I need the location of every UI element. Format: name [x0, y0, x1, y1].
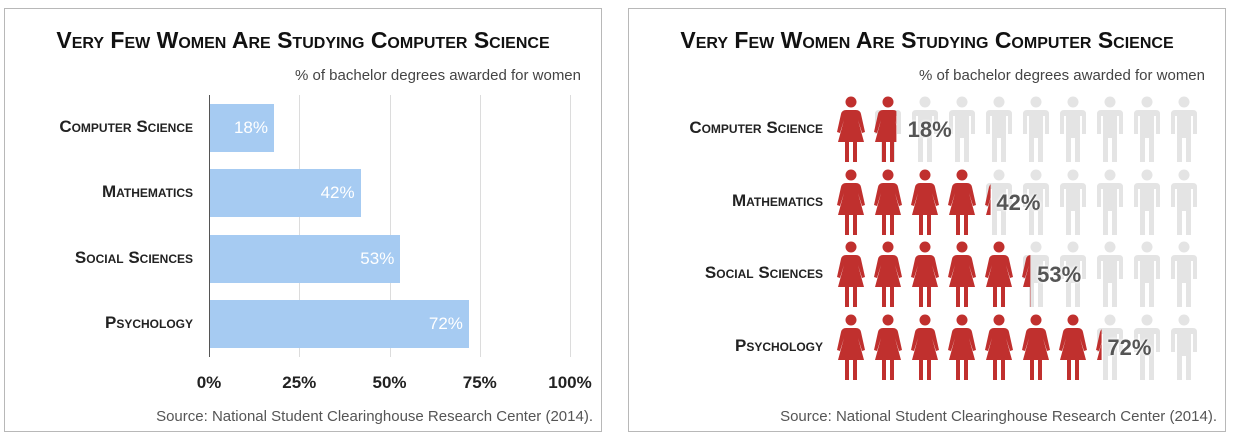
- woman-figure-icon: [985, 314, 1013, 380]
- woman-figure-icon: [985, 241, 1013, 307]
- woman-figure-icon: [948, 314, 976, 380]
- category-label: Mathematics: [101, 182, 193, 202]
- pictogram-value-label: 72%: [1107, 335, 1152, 360]
- woman-figure-icon: [911, 241, 939, 307]
- chart-title: Very Few Women Are Studying Computer Sci…: [56, 27, 550, 53]
- bar: [210, 169, 361, 218]
- x-tick-label: 25%: [282, 373, 317, 392]
- woman-figure-icon: [948, 169, 976, 235]
- woman-figure-icon: [874, 169, 902, 235]
- x-tick-label: 100%: [548, 373, 592, 392]
- person-figure-icon: [1134, 96, 1160, 162]
- gridline: [389, 95, 391, 357]
- person-figure-icon: [1171, 169, 1197, 235]
- bar: [210, 234, 401, 283]
- person-figure-icon: [1097, 241, 1123, 307]
- category-label: Psychology: [104, 313, 193, 333]
- x-tick-label: 0%: [196, 373, 222, 392]
- woman-figure-icon: [1059, 314, 1087, 380]
- category-label: Social Sciences: [704, 263, 823, 282]
- person-figure-icon: [986, 96, 1012, 162]
- woman-figure-icon: [874, 314, 902, 380]
- pictogram-value-label: 53%: [1037, 262, 1082, 287]
- woman-figure-icon: [985, 169, 1012, 235]
- person-figure-icon: [912, 96, 938, 162]
- woman-figure-icon: [1022, 314, 1050, 380]
- person-figure-icon: [1023, 96, 1049, 162]
- pictogram-chart-panel: Very Few Women Are Studying Computer Sci…: [628, 8, 1226, 432]
- category-label: Psychology: [734, 336, 823, 355]
- person-figure-icon: [1060, 169, 1086, 235]
- category-label: Mathematics: [731, 191, 823, 210]
- woman-figure-icon: [948, 241, 976, 307]
- woman-figure-icon: [911, 169, 939, 235]
- person-figure-icon: [1134, 314, 1160, 380]
- bar-value-label: 42%: [320, 183, 355, 203]
- chart-subtitle: % of bachelor degrees awarded for women: [919, 67, 1205, 84]
- y-axis-line: [209, 95, 210, 357]
- person-figure-icon: [1171, 241, 1197, 307]
- pictogram-value-label: 18%: [907, 117, 952, 142]
- bar-chart-panel: Very Few Women Are Studying Computer Sci…: [4, 8, 602, 432]
- bar: [210, 300, 469, 349]
- gridline: [479, 95, 481, 357]
- woman-figure-icon: [874, 241, 902, 307]
- woman-figure-icon: [837, 314, 865, 380]
- person-figure-icon: [1060, 96, 1086, 162]
- category-label: Computer Science: [59, 116, 193, 136]
- person-figure-icon: [1134, 241, 1160, 307]
- gridline: [570, 95, 571, 357]
- woman-figure-icon: [874, 96, 901, 162]
- gridline: [299, 95, 301, 357]
- person-figure-icon: [1171, 96, 1197, 162]
- person-figure-icon: [1097, 169, 1123, 235]
- category-label: Computer Science: [689, 118, 823, 137]
- woman-figure-icon: [837, 169, 865, 235]
- chart-title: Very Few Women Are Studying Computer Sci…: [680, 27, 1174, 53]
- woman-figure-icon: [1096, 314, 1123, 380]
- bar-value-label: 72%: [428, 314, 463, 334]
- person-figure-icon: [1060, 241, 1086, 307]
- person-figure-icon: [1134, 169, 1160, 235]
- person-figure-icon: [1171, 314, 1197, 380]
- chart-source: Source: National Student Clearinghouse R…: [156, 408, 593, 425]
- woman-figure-icon: [837, 96, 865, 162]
- bar-value-label: 53%: [360, 248, 395, 268]
- woman-figure-icon: [1022, 241, 1049, 307]
- bar-value-label: 18%: [233, 117, 268, 137]
- person-figure-icon: [949, 96, 975, 162]
- bar: [210, 103, 274, 152]
- woman-figure-icon: [911, 314, 939, 380]
- person-figure-icon: [1097, 96, 1123, 162]
- category-label: Social Sciences: [74, 247, 193, 267]
- pictogram-value-label: 42%: [996, 190, 1041, 215]
- chart-subtitle: % of bachelor degrees awarded for women: [295, 67, 581, 84]
- chart-source: Source: National Student Clearinghouse R…: [780, 408, 1217, 425]
- woman-figure-icon: [837, 241, 865, 307]
- x-tick-label: 50%: [372, 373, 407, 392]
- person-figure-icon: [1023, 169, 1049, 235]
- x-tick-label: 75%: [462, 373, 497, 392]
